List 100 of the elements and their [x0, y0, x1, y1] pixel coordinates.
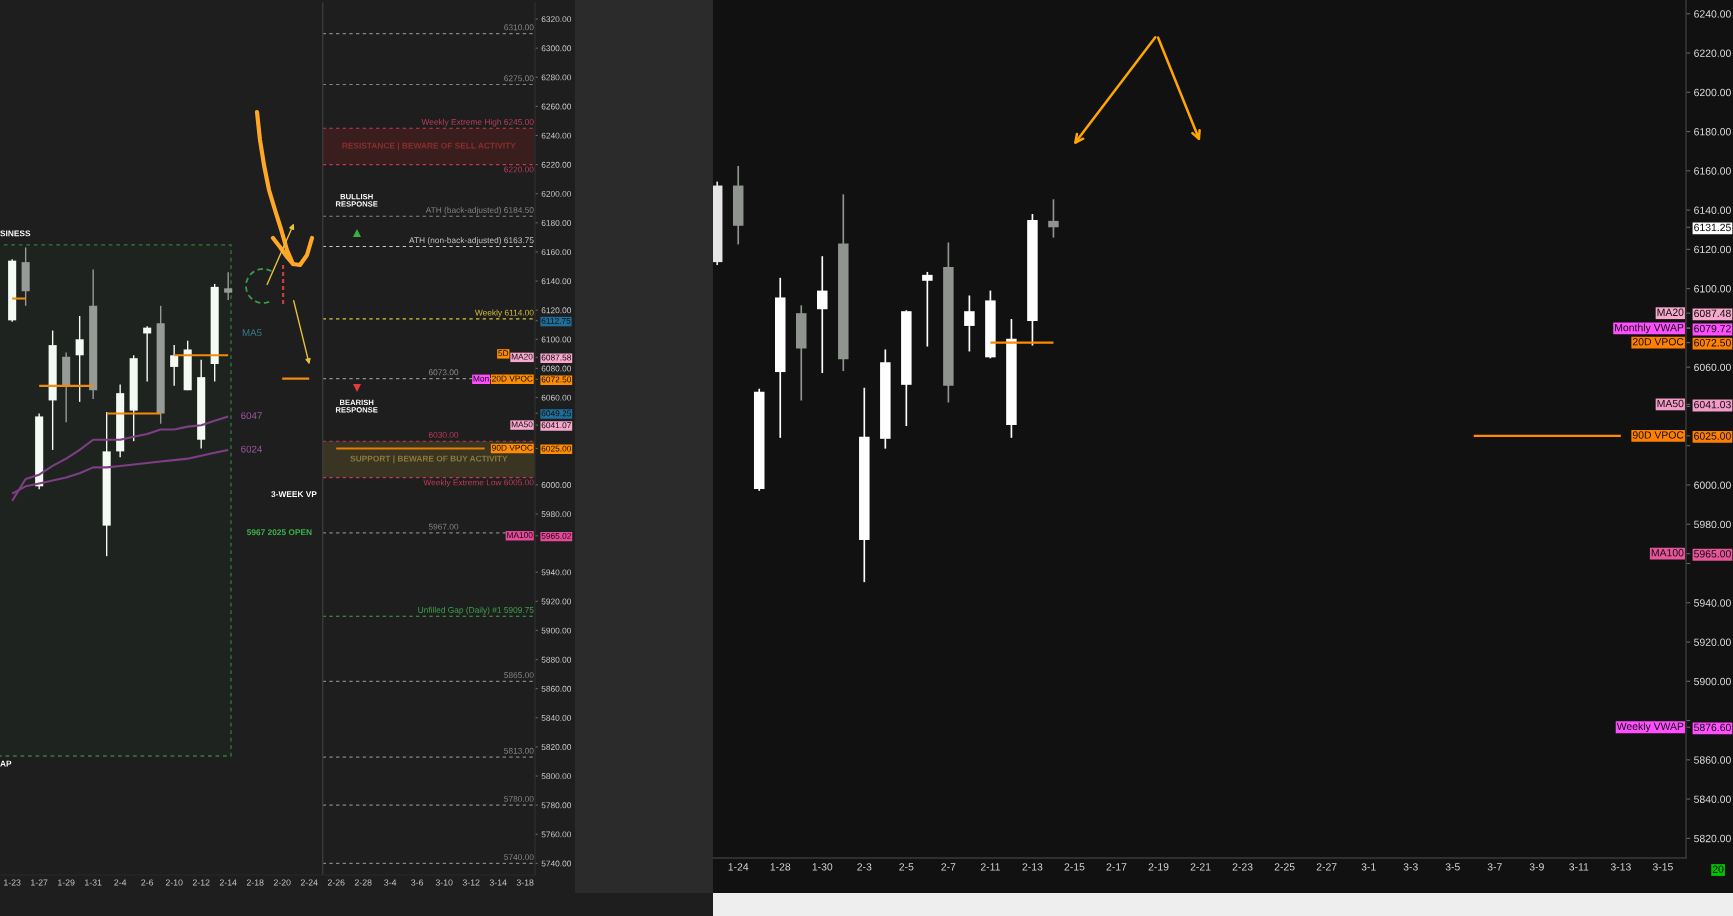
- x-tick-label: 2-5: [899, 863, 914, 871]
- y-tick-label: 6041.07: [541, 422, 571, 429]
- x-tick-label: 3-14: [489, 879, 507, 886]
- y-tick-label: 6072.50: [541, 376, 572, 383]
- y-tick-label: 6100.00: [541, 336, 572, 343]
- y-tick-label: 6080.00: [541, 365, 572, 372]
- ref-line-label: 6073.00: [428, 369, 459, 376]
- annotation: MA20: [511, 353, 533, 360]
- x-tick-label: 3-5: [1445, 863, 1460, 871]
- y-tick-label: 6240.00: [1694, 10, 1731, 18]
- x-tick-label: 2-13: [1022, 863, 1043, 871]
- band-label: RESISTANCE | BEWARE OF SELL ACTIVITY: [342, 142, 516, 151]
- y-tick-label: 5840.00: [541, 714, 572, 721]
- x-tick-label: 3-10: [435, 879, 453, 886]
- y-tick-label: 6000.00: [1694, 481, 1731, 489]
- y-tick-label: 6025.00: [541, 445, 572, 452]
- x-tick-label: 1-24: [728, 863, 749, 871]
- y-tick-label: 6000.00: [541, 482, 572, 488]
- x-tick-label: 2-10: [165, 879, 183, 886]
- text: 20: [1712, 865, 1724, 873]
- x-tick-label: 3-18: [516, 879, 534, 886]
- y-tick-label: 6120.00: [1694, 245, 1731, 254]
- ref-line-label: 6220.00: [504, 166, 534, 173]
- y-tick-label: 6025.00: [1694, 432, 1731, 440]
- annotation: Weekly VWAP: [1616, 722, 1684, 733]
- annotation: MA50: [511, 421, 533, 428]
- x-tick-label: 2-18: [246, 879, 264, 886]
- ref-line-label: 5967.00: [428, 523, 459, 530]
- annotation: 5967 2025 OPEN: [246, 529, 312, 536]
- y-tick-label: 5760.00: [541, 831, 572, 838]
- ref-line-label: ATH (non-back-adjusted) 6163.75: [409, 237, 534, 245]
- y-tick-label: 5965.02: [541, 532, 571, 539]
- y-tick-label: 5965.00: [1694, 550, 1731, 558]
- x-tick-label: 2-26: [327, 879, 345, 886]
- y-tick-label: 5780.00: [541, 802, 572, 809]
- annotation: Monthly VWAP: [1615, 323, 1684, 334]
- y-tick-label: 6180.00: [1694, 128, 1731, 136]
- y-tick-label: 5876.60: [1694, 723, 1731, 732]
- ref-line-label: Weekly Extreme High 6245.00: [421, 118, 534, 127]
- annotation: Mon: [473, 375, 489, 382]
- annotation: MA100: [507, 532, 533, 539]
- y-tick-label: 5740.00: [541, 860, 572, 867]
- y-tick-label: 5800.00: [541, 773, 572, 780]
- annotation: MA50: [1657, 399, 1684, 408]
- x-tick-label: 2-25: [1274, 863, 1295, 871]
- ref-line-label: Unfilled Gap (Daily) #1 5909.75: [418, 606, 534, 615]
- y-tick-label: 6300.00: [541, 45, 572, 52]
- y-tick-label: 5920.00: [541, 598, 572, 605]
- ref-line-label: Weekly Extreme Low 6005.00: [423, 479, 534, 488]
- y-tick-label: 6140.00: [1694, 206, 1731, 214]
- y-tick-label: 5940.00: [541, 569, 572, 576]
- x-tick-label: 3-7: [1487, 863, 1502, 871]
- x-tick-label: 3-13: [1610, 863, 1631, 871]
- x-tick-label: 2-24: [300, 879, 318, 886]
- y-tick-label: 5820.00: [1694, 834, 1731, 843]
- y-tick-label: 6100.00: [1694, 285, 1731, 293]
- ref-line-label: 5740.00: [504, 854, 534, 861]
- x-tick-label: 2-11: [980, 863, 1000, 871]
- y-tick-label: 5900.00: [1694, 677, 1731, 686]
- x-tick-label: 2-6: [141, 879, 154, 886]
- y-tick-label: 5840.00: [1694, 795, 1731, 803]
- x-tick-label: 3-11: [1569, 863, 1589, 871]
- x-tick-label: 3-15: [1652, 863, 1673, 871]
- ref-line-label: 6030.00: [428, 431, 459, 438]
- annotation: 90D VPOC: [492, 444, 533, 451]
- y-tick-label: 6131.25: [1694, 223, 1731, 232]
- y-tick-label: 6200.00: [1694, 88, 1731, 97]
- x-tick-label: 1-29: [58, 879, 75, 886]
- y-tick-label: 6180.00: [541, 220, 572, 226]
- y-tick-label: 6200.00: [541, 190, 572, 197]
- ref-line-label: Weekly 6114.00: [474, 309, 534, 318]
- annotation: 20D VPOC: [1632, 338, 1684, 346]
- y-tick-label: 6220.00: [1694, 49, 1731, 57]
- x-tick-label: 2-28: [354, 879, 372, 886]
- x-tick-label: 2-20: [273, 879, 291, 886]
- x-tick-label: 2-21: [1190, 863, 1211, 871]
- y-tick-label: 6260.00: [541, 103, 572, 110]
- x-tick-label: 1-30: [812, 863, 833, 871]
- x-tick-label: 3-6: [411, 879, 424, 886]
- annotation: 90D VPOC: [1632, 431, 1684, 439]
- y-tick-label: 5920.00: [1694, 638, 1731, 646]
- x-tick-label: 2-14: [219, 879, 237, 886]
- ref-line-label: ATH (back-adjusted) 6184.50: [425, 206, 534, 215]
- y-tick-label: 6041.03: [1694, 400, 1731, 409]
- annotation: 6047: [241, 412, 262, 420]
- x-tick-label: 3-12: [462, 879, 480, 886]
- annotation: 5D: [498, 350, 509, 357]
- x-tick-label: 2-27: [1316, 863, 1337, 871]
- y-tick-label: 5980.00: [541, 511, 572, 518]
- y-tick-label: 6320.00: [541, 16, 572, 23]
- x-tick-label: 2-12: [192, 879, 210, 886]
- x-tick-label: 1-28: [770, 863, 791, 871]
- y-tick-label: 6220.00: [541, 161, 572, 168]
- x-tick-label: 2-4: [114, 879, 127, 886]
- annotation: MA5: [242, 329, 262, 337]
- y-tick-label: 5820.00: [541, 744, 572, 750]
- x-tick-label: 2-19: [1148, 863, 1169, 871]
- y-tick-label: 6079.72: [1694, 324, 1731, 333]
- annotation: 6024: [241, 445, 263, 453]
- y-tick-label: 5940.00: [1694, 599, 1731, 607]
